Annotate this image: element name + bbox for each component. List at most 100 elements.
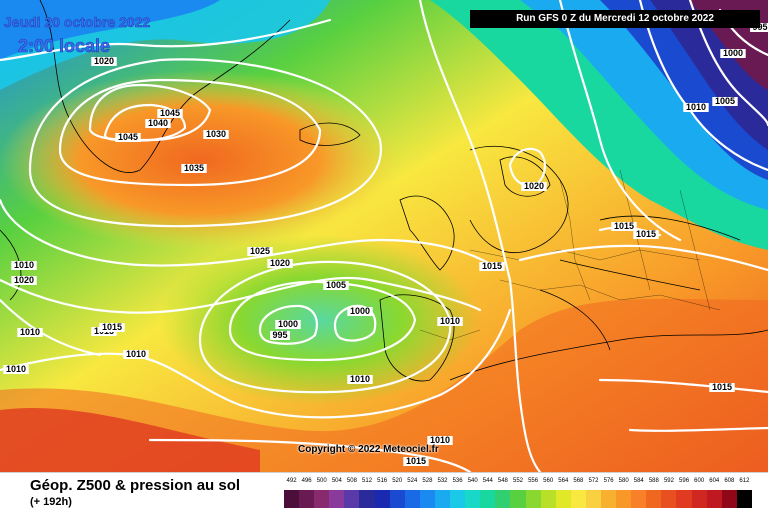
scale-value: 504 [331, 478, 342, 484]
color-swatch [676, 490, 692, 508]
color-swatch [631, 490, 647, 508]
isobar-label: 1010 [6, 364, 26, 374]
color-swatch [419, 490, 435, 508]
isobar-label: 1015 [102, 322, 122, 332]
high-greenland [0, 70, 400, 250]
color-swatch [284, 490, 300, 508]
isobar-label-box [203, 130, 229, 139]
color-scale [284, 490, 752, 508]
scale-value: 496 [301, 478, 312, 484]
scale-value: 592 [663, 478, 674, 484]
legend-area: Géop. Z500 & pression au sol (+ 192h) 49… [0, 472, 768, 513]
scale-value: 544 [482, 478, 493, 484]
scale-value: 548 [497, 478, 508, 484]
isobar-label-box [427, 436, 453, 445]
isobar-label: 1000 [723, 48, 743, 58]
scale-value: 520 [392, 478, 403, 484]
color-swatch [691, 490, 707, 508]
isobar-label-box [3, 365, 29, 374]
isobar-label-box [479, 262, 505, 271]
isobar-label: 1010 [686, 102, 706, 112]
isobar-label: 1010 [350, 374, 370, 384]
isobar-label: 1005 [326, 280, 346, 290]
color-swatch [510, 490, 526, 508]
isobars [0, 0, 768, 472]
isobar-label: 1020 [94, 56, 114, 66]
isobar-label: 1015 [614, 221, 634, 231]
isobar-label-box [709, 383, 735, 392]
color-swatch [555, 490, 571, 508]
isobar-label: 1000 [278, 319, 298, 329]
scale-value: 584 [633, 478, 644, 484]
isobar-label-box [11, 276, 37, 285]
isobar-label: 1020 [14, 275, 34, 285]
isobar-label-box [633, 230, 659, 239]
scale-value: 532 [437, 478, 448, 484]
color-swatch [404, 490, 420, 508]
scale-value: 588 [648, 478, 659, 484]
isobar-label: 1045 [160, 108, 180, 118]
isobar-label-box [611, 222, 637, 231]
date-title: Jeudi 20 octobre 2022 [4, 14, 151, 31]
isobar-label-box [323, 281, 349, 290]
isobar-label-box [17, 328, 43, 337]
isobar-label: 1010 [14, 260, 34, 270]
isobar-label: 1020 [270, 258, 290, 268]
color-swatch [389, 490, 405, 508]
color-swatch [344, 490, 360, 508]
color-swatch [374, 490, 390, 508]
color-swatch [570, 490, 586, 508]
isobar-label-box [347, 375, 373, 384]
scale-value: 512 [362, 478, 373, 484]
warm-belt-southwest [0, 408, 260, 472]
isobar-label-box [270, 331, 290, 340]
isobar-label-box [712, 97, 738, 106]
isobar-label: 1035 [184, 163, 204, 173]
isobar-label: 1025 [250, 246, 270, 256]
scale-value: 516 [377, 478, 388, 484]
isobar-label-box [267, 259, 293, 268]
isobar-label-box [145, 119, 171, 128]
color-swatch [480, 490, 496, 508]
scale-value: 500 [316, 478, 327, 484]
scale-value: 528 [422, 478, 433, 484]
isobar-label: 1000 [350, 306, 370, 316]
color-swatch [661, 490, 677, 508]
color-swatch [329, 490, 345, 508]
isobar-label-box [99, 323, 125, 332]
color-swatch [736, 490, 752, 508]
isobar-label-box [181, 164, 207, 173]
isobar-label-box [683, 103, 709, 112]
color-swatch [525, 490, 541, 508]
weather-map: 1020104510401045103010351020102510201015… [0, 0, 768, 472]
color-swatch [706, 490, 722, 508]
scale-value: 576 [603, 478, 614, 484]
color-swatch [450, 490, 466, 508]
color-swatch [646, 490, 662, 508]
isobar-label: 1005 [715, 96, 735, 106]
scale-value: 524 [407, 478, 418, 484]
scale-value: 492 [286, 478, 297, 484]
scale-value: 604 [709, 478, 720, 484]
color-swatch [616, 490, 632, 508]
isobar-label: 1015 [636, 229, 656, 239]
scale-value: 556 [528, 478, 539, 484]
isobar-label: 995 [752, 22, 767, 32]
scale-value: 568 [573, 478, 584, 484]
isobar-label: 1010 [126, 349, 146, 359]
color-swatch [585, 490, 601, 508]
isobar-label-box [91, 57, 117, 66]
scale-value: 612 [739, 478, 750, 484]
isobar-label-box [403, 457, 429, 466]
scale-value: 608 [724, 478, 735, 484]
color-swatch [495, 490, 511, 508]
isobar-label-box [123, 350, 149, 359]
scale-value: 564 [558, 478, 569, 484]
isobar-label-box [115, 133, 141, 142]
time-title: 2:00 locale [18, 36, 111, 57]
color-swatch [314, 490, 330, 508]
low-atlantic [160, 235, 480, 405]
warm-belt-south [0, 298, 768, 472]
isobar-label-box [720, 49, 746, 58]
